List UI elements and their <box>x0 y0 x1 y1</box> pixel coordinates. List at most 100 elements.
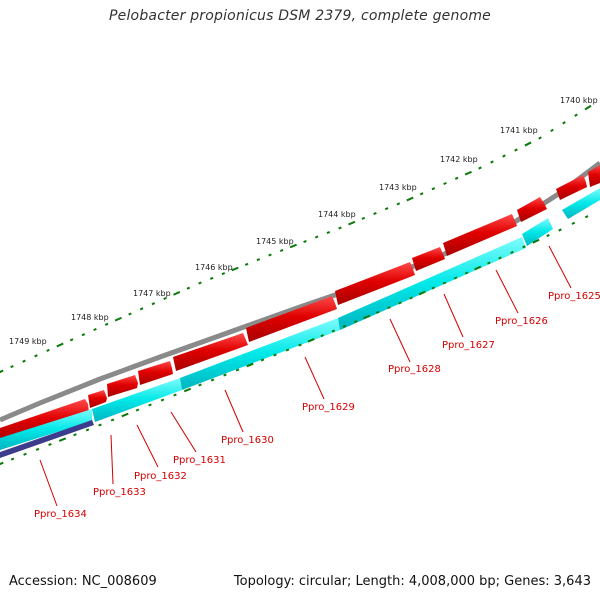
scale-tick <box>279 249 284 252</box>
scale-tick <box>396 202 401 206</box>
scale-tick <box>584 215 589 219</box>
scale-tick <box>453 276 458 280</box>
feature-other[interactable] <box>0 420 94 458</box>
gene-label[interactable]: Ppro_1625 <box>548 291 600 302</box>
scale-tick <box>361 216 366 220</box>
scale-tick <box>81 333 86 337</box>
gene-feature[interactable] <box>522 218 553 246</box>
gene-feature[interactable] <box>173 333 248 371</box>
scale-tick <box>376 310 380 314</box>
gene-feature[interactable] <box>180 318 340 390</box>
scale-tick <box>148 403 152 407</box>
scale-tick <box>478 166 482 170</box>
gene-feature[interactable] <box>443 214 517 256</box>
scale-tick <box>10 365 14 369</box>
gene-feature[interactable] <box>107 375 138 397</box>
scale-tick <box>223 373 227 377</box>
scale-tick <box>0 369 4 375</box>
scale-tick <box>235 368 240 372</box>
scale-tick <box>0 461 4 467</box>
topology-text: Topology: circular; Length: 4,008,000 bp… <box>233 574 591 589</box>
scale-tick <box>550 128 554 133</box>
gene-feature[interactable] <box>88 390 107 408</box>
scale-tick <box>34 354 38 358</box>
scale-tick <box>538 136 542 140</box>
gene-label[interactable]: Ppro_1629 <box>302 402 355 413</box>
scale-label: 1743 kbp <box>379 183 417 192</box>
leader-line <box>389 318 411 363</box>
scale-tick <box>198 281 202 285</box>
scale-tick <box>23 452 27 456</box>
gene-feature[interactable] <box>562 188 600 219</box>
gene-label[interactable]: Ppro_1630 <box>221 435 274 446</box>
gene-feature[interactable] <box>138 361 173 385</box>
scale-tick <box>69 338 74 342</box>
scale-tick <box>320 334 324 338</box>
scale-tick <box>574 113 578 117</box>
scale-tick <box>524 141 532 147</box>
scale-tick <box>298 343 302 347</box>
scale-tick <box>104 322 109 326</box>
leader-line <box>495 269 519 314</box>
gene-feature[interactable] <box>335 262 415 305</box>
backbone-ring <box>0 161 600 423</box>
leader-line <box>170 411 197 453</box>
scale-tick <box>464 170 472 176</box>
scale-tick <box>406 196 414 202</box>
gene-feature[interactable] <box>92 378 182 422</box>
gene-label[interactable]: Ppro_1627 <box>442 340 495 351</box>
scale-tick <box>510 250 514 254</box>
scale-tick <box>431 187 436 191</box>
gene-label[interactable]: Ppro_1633 <box>93 487 146 498</box>
scale-tick <box>384 207 389 211</box>
gene-feature[interactable] <box>517 197 547 222</box>
scale-tick <box>398 301 402 305</box>
scale-tick <box>58 437 67 442</box>
scale-label: 1749 kbp <box>9 337 47 346</box>
scale-tick <box>210 378 215 382</box>
gene-label[interactable]: Ppro_1628 <box>388 364 441 375</box>
gene-label[interactable]: Ppro_1626 <box>495 316 548 327</box>
scale-tick <box>314 235 319 239</box>
scale-tick <box>46 348 50 352</box>
gene-label[interactable]: Ppro_1634 <box>34 509 87 520</box>
scale-tick <box>98 423 102 427</box>
scale-tick <box>173 291 181 296</box>
leader-line <box>443 293 464 338</box>
scale-tick <box>151 302 156 306</box>
scale-tick <box>22 359 26 363</box>
gene-feature[interactable] <box>588 165 600 187</box>
scale-tick <box>584 104 592 111</box>
gene-feature[interactable] <box>412 247 445 271</box>
scale-tick <box>246 362 254 368</box>
scale-tick <box>522 245 526 249</box>
scale-tick <box>546 234 550 238</box>
leader-line <box>136 424 159 468</box>
gene-feature[interactable] <box>338 237 526 330</box>
scale-tick <box>454 176 459 180</box>
scale-tick <box>93 327 97 332</box>
scale-tick <box>326 231 331 234</box>
scale-tick <box>348 220 356 226</box>
scale-tick <box>464 271 469 275</box>
gene-labels: Ppro_1625 Ppro_1626 Ppro_1627 Ppro_1628 Ppro… <box>34 291 600 520</box>
scale-label: 1748 kbp <box>71 313 109 322</box>
gene-feature[interactable] <box>556 175 587 200</box>
scale-tick <box>183 387 192 393</box>
gene-label[interactable]: Ppro_1631 <box>173 455 226 466</box>
gene-feature[interactable] <box>0 409 92 450</box>
scale-tick <box>514 148 518 152</box>
scale-tick <box>490 160 494 164</box>
scale-tick <box>135 408 140 412</box>
gene-label[interactable]: Ppro_1632 <box>134 471 187 482</box>
scale-tick <box>186 286 191 290</box>
scale-tick <box>73 433 77 437</box>
leader-line <box>548 245 572 289</box>
gene-feature[interactable] <box>246 296 337 342</box>
scale-tick <box>418 290 426 296</box>
scale-tick <box>128 312 132 316</box>
scale-tick <box>85 428 90 432</box>
scale-label: 1742 kbp <box>440 155 478 164</box>
